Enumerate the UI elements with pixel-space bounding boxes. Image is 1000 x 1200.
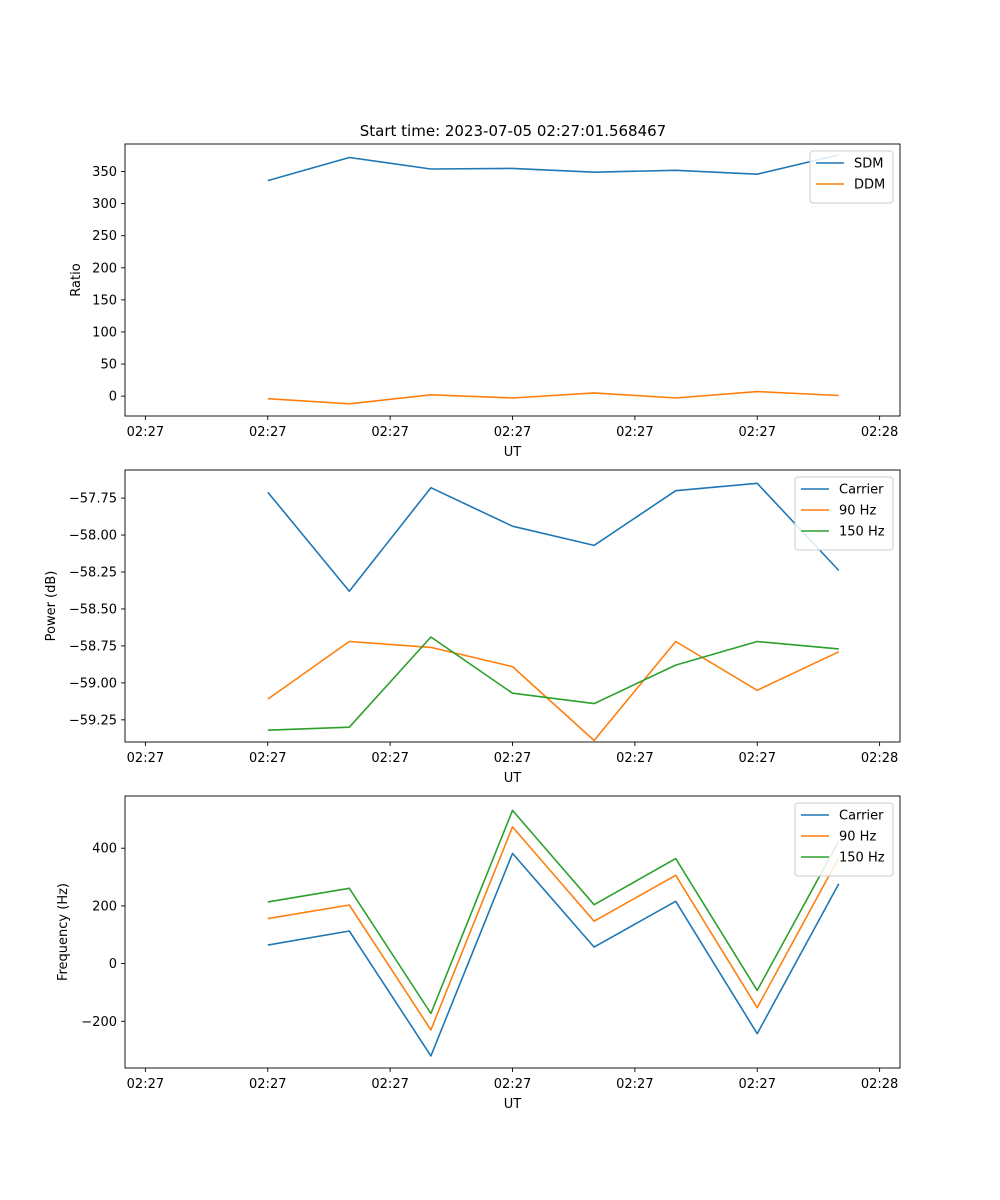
x-axis-label: UT [504,1097,522,1112]
y-tick-label: 0 [109,390,117,405]
y-tick-label: 200 [92,261,117,276]
x-tick-label: 02:27 [249,1077,286,1092]
x-tick-label: 02:27 [616,425,653,440]
y-tick-label: −59.25 [69,713,117,728]
series-line-sdm [267,154,839,182]
y-tick-label: 0 [109,957,117,972]
x-tick-label: 02:27 [494,751,531,766]
x-tick-label: 02:27 [494,425,531,440]
y-tick-label: −58.50 [69,602,117,617]
x-tick-label: 02:27 [127,751,164,766]
y-tick-label: −200 [81,1015,117,1030]
x-tick-label: 02:27 [616,1077,653,1092]
y-tick-label: 400 [92,842,117,857]
legend: Carrier 90 Hz 150 Hz [794,802,894,877]
y-axis-label: Ratio [69,263,84,296]
series-line-90-hz [267,826,840,1031]
x-tick-label: 02:27 [739,425,776,440]
x-tick-label: 02:27 [371,425,408,440]
y-tick-label: −59.00 [69,676,117,691]
y-tick-label: 300 [92,197,117,212]
panels: 02:27 02:27 02:27 02:27 02:27 02:27 02:28 0 50 10… [44,143,901,1112]
x-tick-label: 02:27 [371,751,408,766]
x-tick-label: 02:27 [616,751,653,766]
plot-area [125,470,900,742]
legend-label-150-hz: 150 Hz [839,851,885,866]
legend-box [809,150,894,204]
series-line-90-hz [267,640,840,742]
x-tick-label: 02:27 [249,425,286,440]
y-tick-label: −58.75 [69,639,117,654]
x-tick-label: 02:27 [127,1077,164,1092]
legend-label-ddm: DDM [854,178,885,193]
x-tick-label: 02:27 [739,1077,776,1092]
x-tick-label: 02:27 [249,751,286,766]
series-line-carrier [267,852,840,1057]
legend-label-sdm: SDM [854,157,883,172]
series-line-150-hz [267,809,840,1015]
legend-label-carrier: Carrier [839,809,884,824]
legend-label-150-hz: 150 Hz [839,525,885,540]
y-tick-label: −58.25 [69,566,117,581]
legend-label-90-hz: 90 Hz [839,830,876,845]
chart-panel-1: 02:27 02:27 02:27 02:27 02:27 02:27 02:28 0 50 10… [69,143,901,460]
legend: Carrier 90 Hz 150 Hz [794,476,894,551]
y-tick-label: −58.00 [69,529,117,544]
x-tick-label: 02:27 [494,1077,531,1092]
x-axis-label: UT [504,771,522,786]
y-tick-label: 50 [100,358,117,373]
series-line-ddm [267,390,839,405]
y-tick-label: 150 [92,293,117,308]
y-tick-label: 250 [92,229,117,244]
y-axis-label: Power (dB) [44,571,59,642]
legend-label-carrier: Carrier [839,483,884,498]
legend-label-90-hz: 90 Hz [839,504,876,519]
legend: SDM DDM [809,150,894,204]
series-line-150-hz [267,636,839,731]
chart-panel-2: 02:27 02:27 02:27 02:27 02:27 02:27 02:28 −59.2… [44,469,901,786]
x-tick-label: 02:28 [861,425,898,440]
plot-area [125,796,900,1068]
figure-title: Start time: 2023-07-05 02:27:01.568467 [360,122,666,140]
x-axis-label: UT [504,445,522,460]
plot-area [125,144,900,416]
x-tick-label: 02:28 [861,1077,898,1092]
y-tick-label: 350 [92,165,117,180]
series-line-carrier [267,482,840,593]
y-tick-label: 200 [92,899,117,914]
x-tick-label: 02:27 [739,751,776,766]
x-tick-label: 02:27 [371,1077,408,1092]
x-tick-label: 02:27 [127,425,164,440]
y-tick-label: −57.75 [69,492,117,507]
chart-panel-3: 02:27 02:27 02:27 02:27 02:27 02:27 02:28 −200 0… [56,795,901,1112]
y-axis-label: Frequency (Hz) [56,883,71,981]
x-tick-label: 02:28 [861,751,898,766]
y-tick-label: 100 [92,325,117,340]
